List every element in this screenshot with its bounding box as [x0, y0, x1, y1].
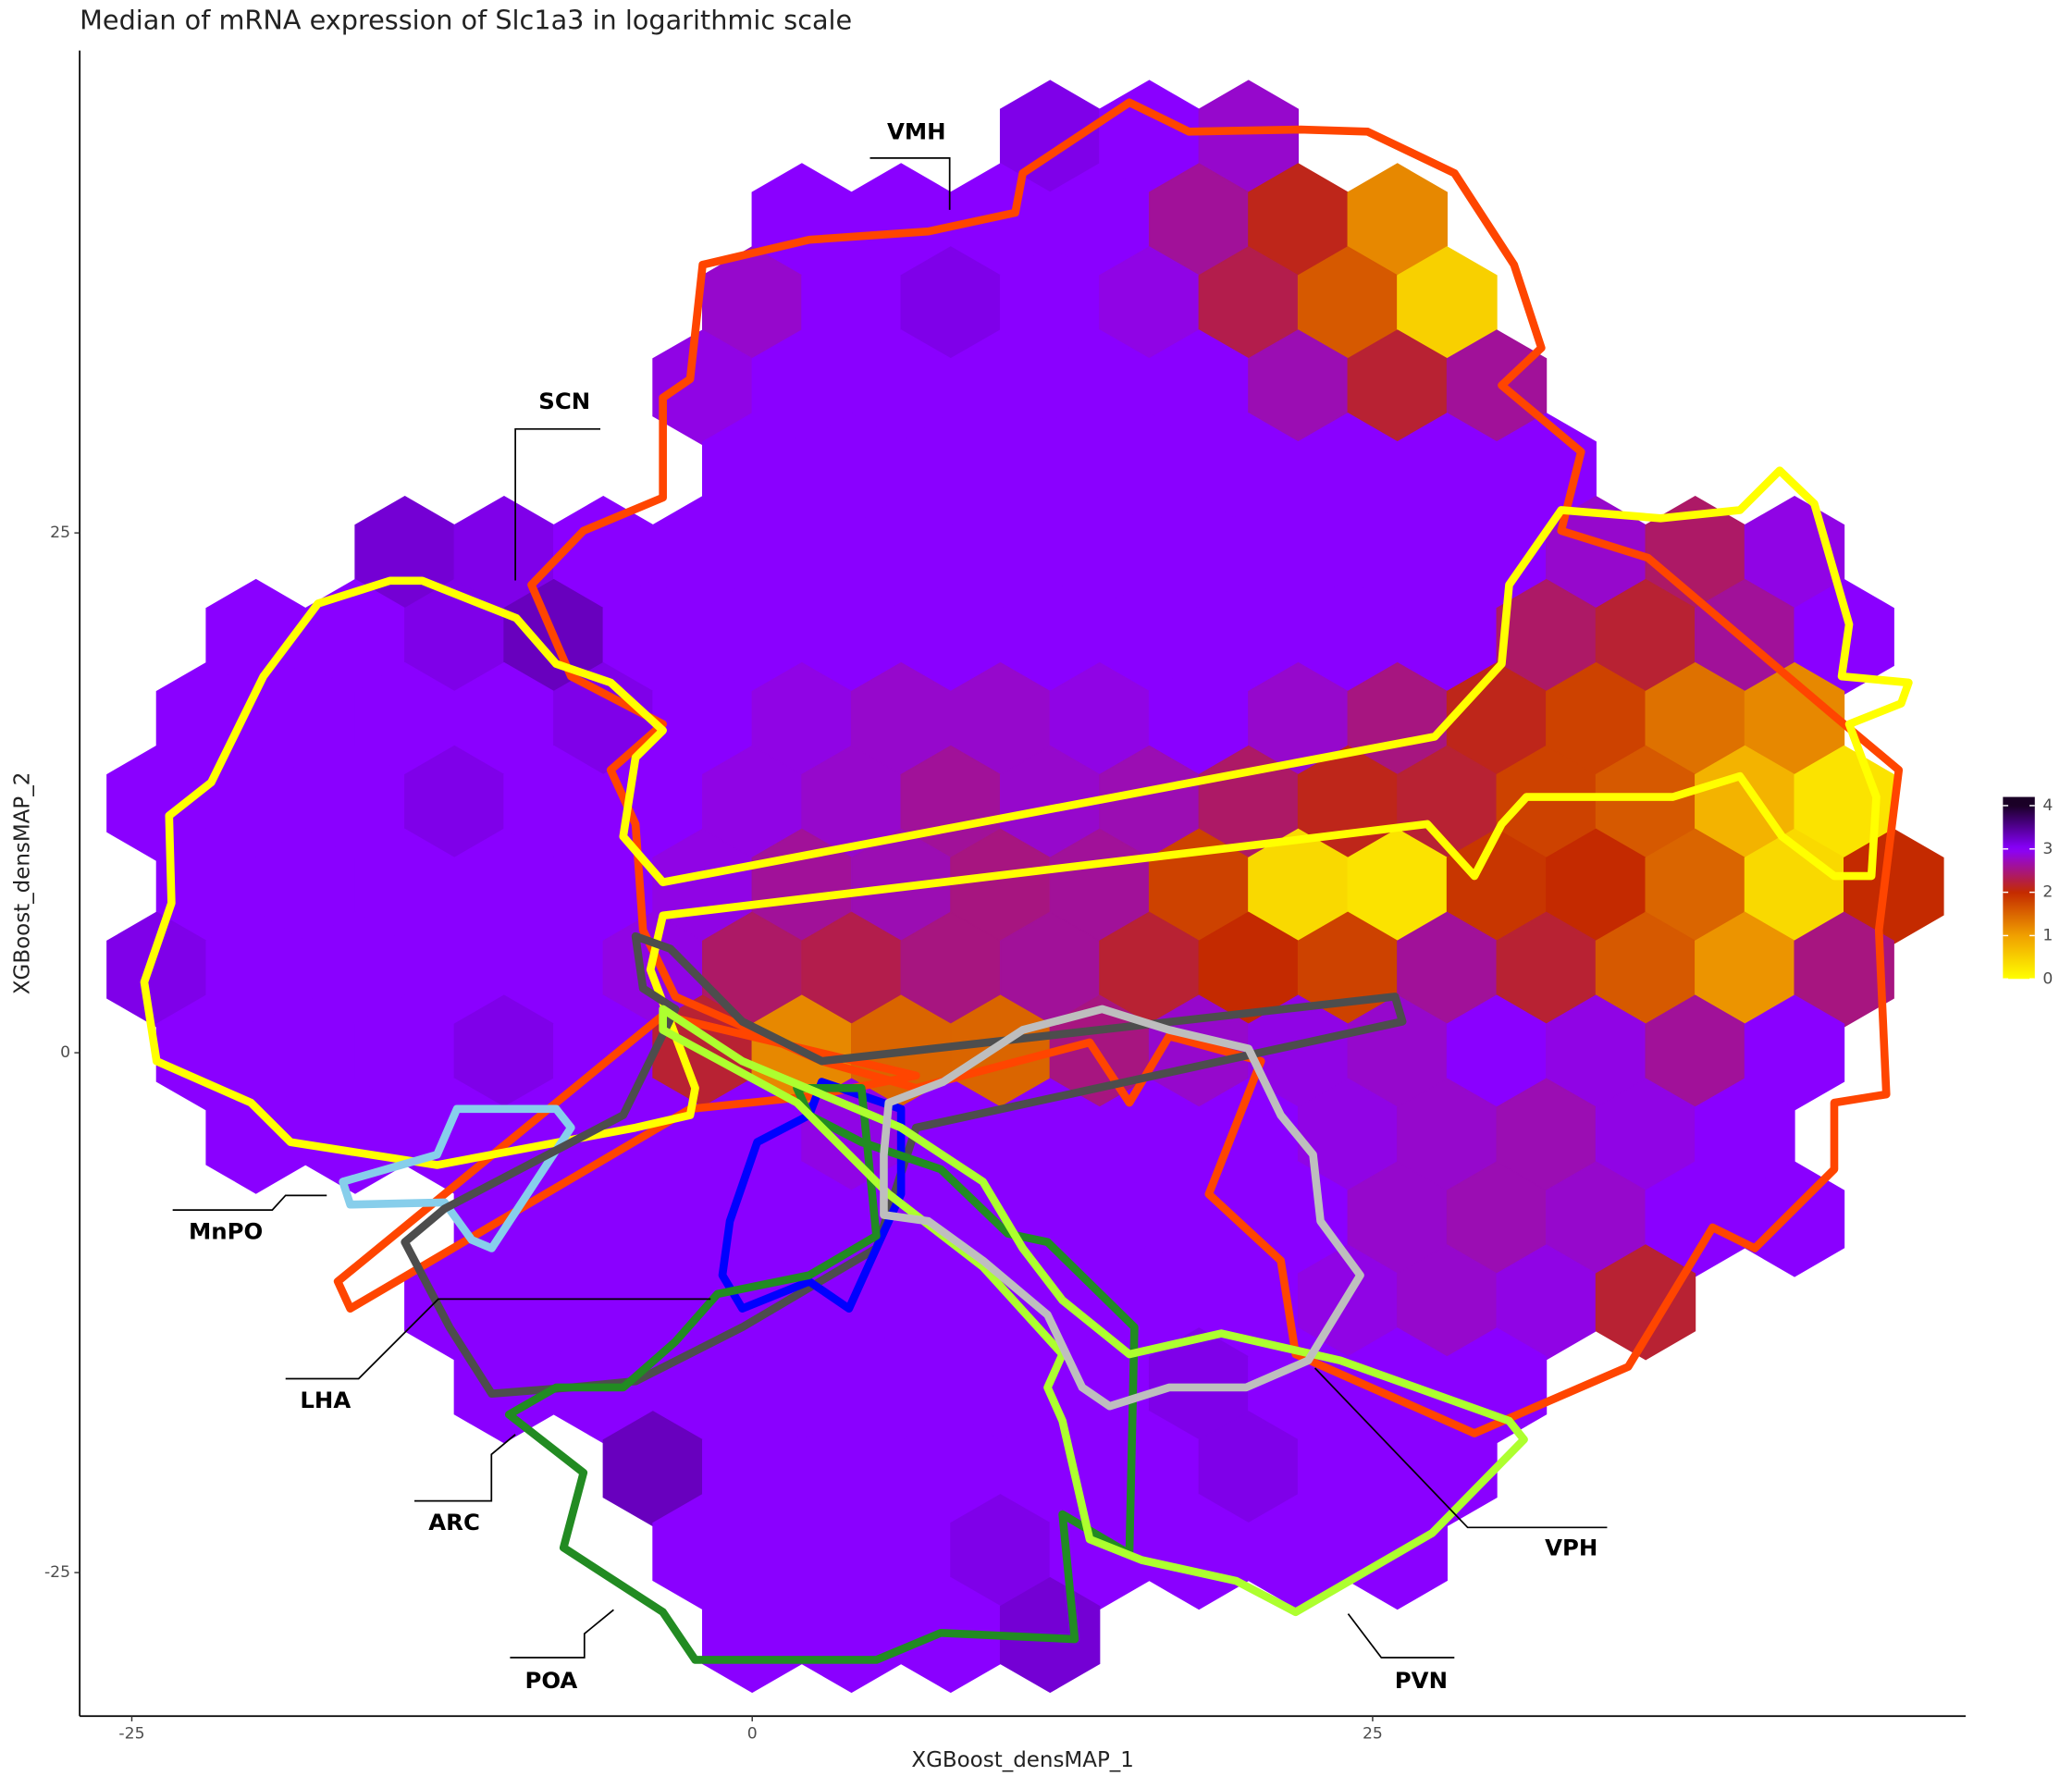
- colorbar: [2003, 796, 2035, 980]
- x-tick-label: 0: [747, 1725, 758, 1744]
- x-axis-title: XGBoost_densMAP_1: [911, 1748, 1134, 1772]
- region-label: PVN: [1395, 1667, 1448, 1694]
- hexbin: [1595, 1244, 1696, 1361]
- region-outline: [659, 1005, 1528, 1617]
- region-outline: [140, 466, 1913, 1169]
- leader-line: [1314, 1367, 1608, 1529]
- region-label: ARC: [428, 1509, 480, 1536]
- colorbar-tick-label: 0: [2042, 969, 2053, 988]
- leader-line: [414, 1434, 516, 1502]
- region-label: VPH: [1545, 1534, 1597, 1560]
- region-label: LHA: [300, 1387, 351, 1413]
- x-tick-label: -25: [118, 1725, 144, 1744]
- annotation-layer: VMH SCN MnPO LHA ARC POA PVN VPH: [172, 118, 1608, 1694]
- y-tick-label: -25: [44, 1563, 70, 1582]
- leader-line: [870, 157, 951, 210]
- region-outline: [880, 1005, 1364, 1411]
- region-outline: [339, 1104, 575, 1252]
- colorbar-tick-label: 1: [2042, 926, 2053, 944]
- colorbar-tick-label: 4: [2042, 796, 2053, 815]
- y-tick-label: 25: [50, 524, 70, 542]
- y-tick-label: 0: [60, 1043, 70, 1062]
- region-label: POA: [524, 1667, 577, 1694]
- axes: -25 0 25 -25 0 25 0 1 2 3 4: [44, 50, 2053, 1744]
- region-label: SCN: [538, 388, 590, 414]
- colorbar-tick-label: 3: [2042, 840, 2053, 858]
- leader-line: [1347, 1613, 1455, 1659]
- leader-line: [514, 427, 601, 581]
- region-layer: [140, 98, 1913, 1664]
- hexbin-layer: [106, 80, 1944, 1694]
- colorbar-tick-label: 2: [2042, 883, 2053, 902]
- region-outline: [504, 1084, 1139, 1664]
- region-label: MnPO: [189, 1218, 263, 1245]
- y-axis-title: XGBoost_densMAP_2: [11, 772, 35, 995]
- leader-line: [285, 1298, 711, 1380]
- leader-line: [172, 1194, 327, 1211]
- leader-line: [510, 1609, 614, 1659]
- region-label: VMH: [887, 118, 946, 145]
- hexbin: [1744, 1161, 1845, 1277]
- chart-title: Median of mRNA expression of Slc1a3 in l…: [80, 5, 852, 36]
- region-outline: [718, 1078, 906, 1313]
- x-tick-label: 25: [1363, 1725, 1383, 1744]
